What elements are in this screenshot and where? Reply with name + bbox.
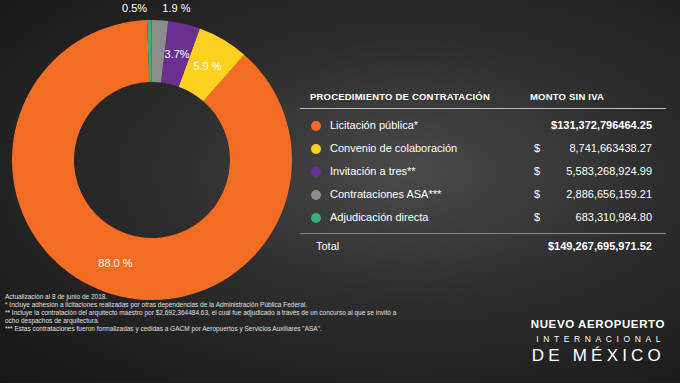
slice xyxy=(147,20,152,82)
legend-swatch xyxy=(311,121,321,131)
legend-label: Invitación a tres** xyxy=(330,165,416,177)
table-header: PROCEDIMIENTO DE CONTRATACIÓN xyxy=(310,91,490,102)
amount: 2,886,656,159.21 xyxy=(0,188,652,200)
slices xyxy=(12,20,292,300)
total-label: Total xyxy=(316,240,339,252)
table-rule xyxy=(300,108,666,109)
data-label: 5.9 % xyxy=(193,60,221,72)
amount: 5,583,268,924.99 xyxy=(0,165,652,177)
table-header: MONTO SIN IVA xyxy=(530,91,604,102)
table-rule xyxy=(300,233,666,234)
data-labels: 88.0 % 5.9 %3.7% 1.9 % 0.5% xyxy=(98,2,221,269)
currency: $ xyxy=(534,142,540,154)
logo-line: DE MÉXICO xyxy=(0,346,665,366)
legend-swatch xyxy=(311,190,321,200)
footnotes: Actualización al 8 de junio de 2018.* In… xyxy=(5,293,400,333)
data-label: 0.5% xyxy=(122,2,147,14)
legend-label: Convenio de colaboración xyxy=(330,142,457,154)
footnote: ** Incluye la contratación del arquitect… xyxy=(5,309,400,325)
total-amount: $149,267,695,971.52 xyxy=(0,240,652,252)
legend-label: Contrataciones ASA*** xyxy=(330,188,441,200)
slice xyxy=(12,20,292,300)
footnote: *** Estas contrataciones fueron formaliz… xyxy=(5,325,400,333)
logo-line: INTERNACIONAL xyxy=(0,334,665,344)
footnote: Actualización al 8 de junio de 2018. xyxy=(5,293,400,301)
amount: 8,741,663438.27 xyxy=(0,142,652,154)
data-label: 88.0 % xyxy=(98,257,132,269)
amount: 683,310,984.80 xyxy=(0,211,652,223)
logo-line: NUEVO AEROPUERTO xyxy=(0,318,665,330)
data-label: 1.9 % xyxy=(162,2,190,14)
data-label: 3.7% xyxy=(165,48,190,60)
currency: $ xyxy=(534,165,540,177)
currency: $ xyxy=(534,188,540,200)
legend-label: Licitación pública* xyxy=(330,119,418,131)
page: 88.0 % 5.9 %3.7% 1.9 % 0.5% PROCEDIMIENTO DE… xyxy=(0,0,680,383)
currency: $ xyxy=(534,211,540,223)
footnote: * Incluye adhesión a licitaciones realiz… xyxy=(5,301,400,309)
legend-swatch xyxy=(311,144,321,154)
legend-swatch xyxy=(311,213,321,223)
amount: $131,372,796464.25 xyxy=(0,119,652,131)
legend-label: Adjudicación directa xyxy=(330,211,428,223)
legend-swatch xyxy=(311,167,321,177)
